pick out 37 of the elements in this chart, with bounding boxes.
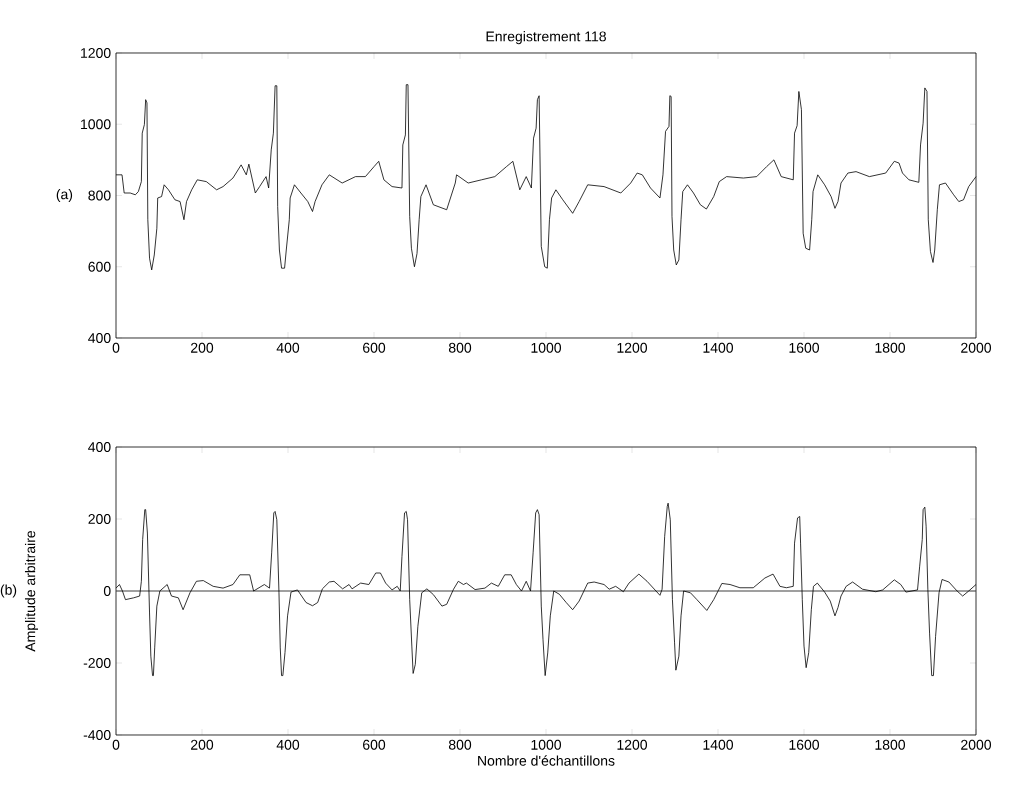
- y-tick-label: -400: [83, 730, 111, 740]
- x-tick-label: 2000: [961, 342, 992, 353]
- y-tick-label: 400: [88, 442, 111, 452]
- y-tick-label: 0: [103, 586, 111, 596]
- x-tick-label: 1800: [875, 739, 906, 750]
- y-tick-label: -200: [83, 658, 111, 668]
- y-tick-label: 400: [88, 333, 111, 343]
- y-tick-label: 1200: [81, 48, 111, 58]
- x-tick-label: 1000: [531, 739, 562, 750]
- x-tick-label: 1200: [617, 342, 648, 353]
- x-axis-title: Nombre d'échantillons: [478, 755, 615, 766]
- x-tick-label: 400: [276, 739, 300, 750]
- x-tick-label: 600: [363, 342, 386, 353]
- y-tick-label: 200: [88, 514, 111, 524]
- x-tick-label: 400: [276, 342, 300, 353]
- y-tick-label: 800: [88, 190, 111, 201]
- x-tick-label: 200: [191, 342, 214, 353]
- x-tick-label: 0: [112, 342, 120, 353]
- text: (b): [0, 584, 17, 598]
- x-tick-label: 1800: [875, 342, 906, 353]
- x-tick-label: 1200: [617, 739, 648, 750]
- x-tick-label: 0: [112, 739, 120, 750]
- x-tick-label: 1000: [531, 342, 562, 353]
- x-tick-label: 1600: [789, 739, 820, 750]
- x-tick-label: 2000: [961, 739, 992, 750]
- x-tick-label: 200: [191, 739, 214, 750]
- y-tick-label: 600: [88, 261, 111, 272]
- y-tick-label: 1000: [81, 119, 111, 130]
- chart-title: Enregistrement 118: [486, 31, 606, 45]
- x-tick-label: 800: [448, 739, 472, 750]
- text: (a): [56, 188, 73, 203]
- x-tick-label: 1400: [703, 739, 734, 750]
- x-tick-label: 600: [363, 739, 386, 750]
- x-tick-label: 1400: [703, 342, 734, 353]
- y-axis-title: Amplitude arbitraire: [24, 530, 39, 652]
- x-tick-label: 800: [448, 342, 472, 353]
- x-tick-label: 1600: [789, 342, 820, 353]
